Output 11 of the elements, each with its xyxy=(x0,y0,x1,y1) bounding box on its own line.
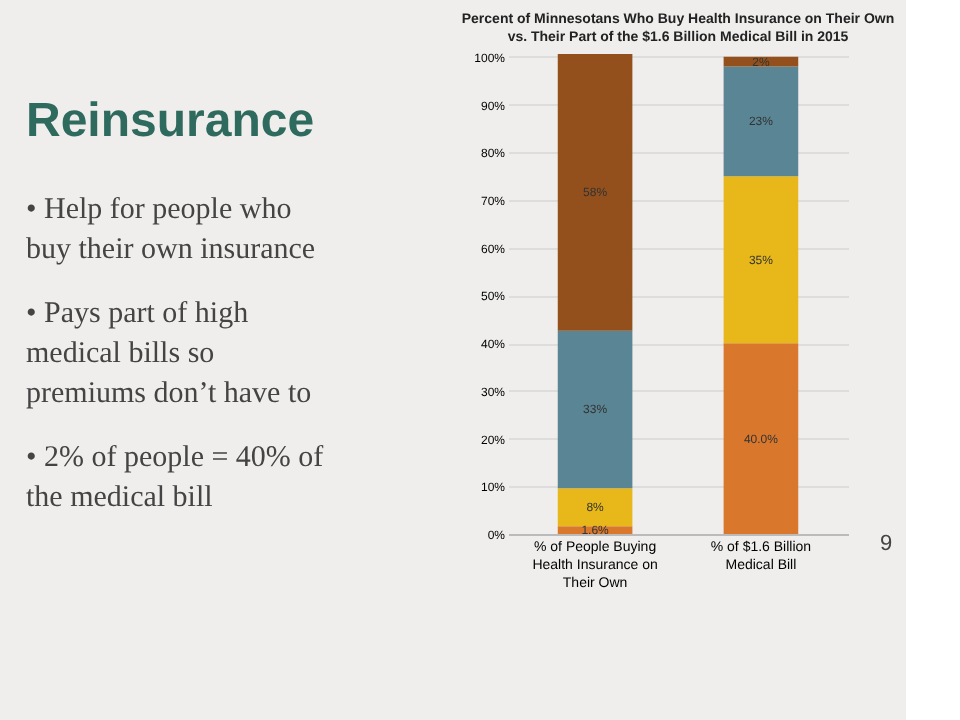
text: 9 xyxy=(880,532,893,556)
text: Reinsurance xyxy=(26,94,315,148)
bar xyxy=(723,66,799,177)
text: • Pays part of high medical bills so premiums don’t have to xyxy=(26,298,312,410)
text: • 2% of people = 40% of the medical bill xyxy=(26,442,324,514)
text: • Help for people who buy their own insurance xyxy=(26,194,316,266)
bar xyxy=(723,176,799,344)
bar xyxy=(557,488,633,527)
bar xyxy=(723,343,799,534)
bar xyxy=(557,330,633,489)
bar xyxy=(557,54,633,331)
